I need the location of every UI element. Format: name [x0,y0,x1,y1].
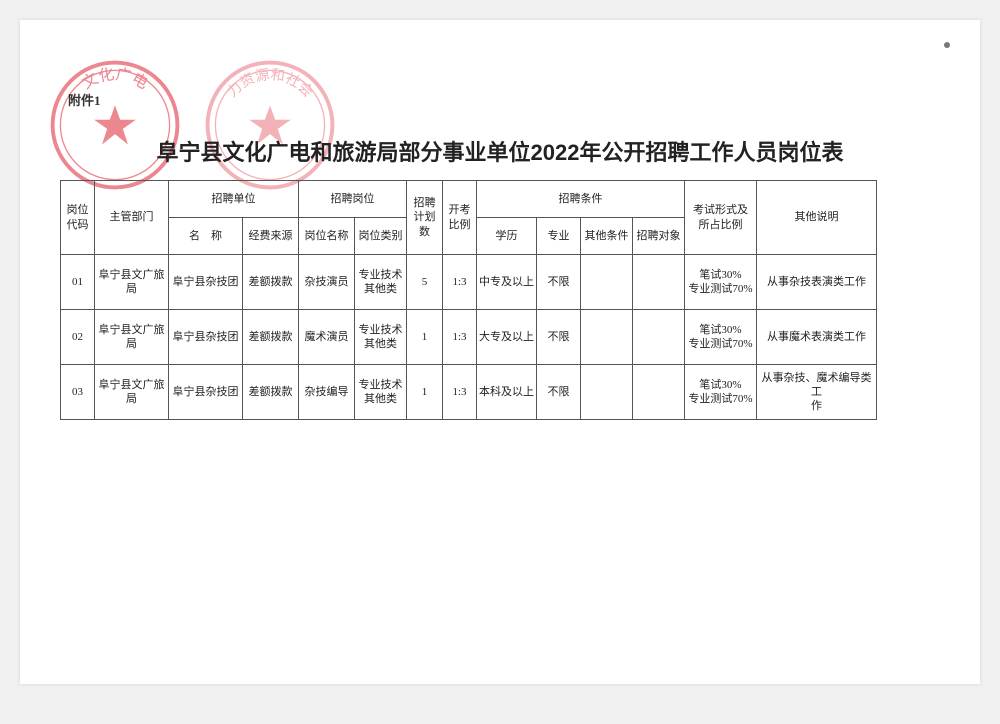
table-cell: 1:3 [443,255,477,310]
table-cell [581,255,633,310]
table-row: 01阜宁县文广旅局阜宁县杂技团差额拨款杂技演员专业技术其他类51:3中专及以上不… [61,255,877,310]
table-cell: 03 [61,365,95,420]
table-cell: 从事杂技、魔术编导类工作 [757,365,877,420]
table-cell: 不限 [537,365,581,420]
table-cell: 01 [61,255,95,310]
table-cell: 差额拨款 [243,365,299,420]
table-cell: 本科及以上 [477,365,537,420]
table-cell: 1 [407,310,443,365]
page-title: 阜宁县文化广电和旅游局部分事业单位2022年公开招聘工作人员岗位表 [20,135,980,167]
table-header-cell: 名 称 [169,218,243,255]
table-cell: 5 [407,255,443,310]
table-cell: 阜宁县杂技团 [169,365,243,420]
table-cell: 专业技术其他类 [355,365,407,420]
table-cell: 1 [407,365,443,420]
table-header-cell: 主管部门 [95,181,169,255]
table-cell: 差额拨款 [243,310,299,365]
table-header-cell: 专业 [537,218,581,255]
table-header-cell: 开考比例 [443,181,477,255]
table-header-cell: 考试形式及所占比例 [685,181,757,255]
table-cell: 专业技术其他类 [355,310,407,365]
table-cell [581,365,633,420]
page: 附件1 文化广电 力资源和社会 阜宁县文化广电和旅游局部分事业单位2022年公开… [20,20,980,684]
table-header-cell: 招聘单位 [169,181,299,218]
table-cell: 阜宁县杂技团 [169,310,243,365]
table-cell: 不限 [537,310,581,365]
table-header-cell: 学历 [477,218,537,255]
table-cell [633,365,685,420]
table-header-row-1: 岗位代码主管部门招聘单位招聘岗位招聘计划数开考比例招聘条件考试形式及所占比例其他… [61,181,877,218]
table-header-cell: 岗位代码 [61,181,95,255]
table-cell: 从事魔术表演类工作 [757,310,877,365]
table-row: 02阜宁县文广旅局阜宁县杂技团差额拨款魔术演员专业技术其他类11:3大专及以上不… [61,310,877,365]
table-header-cell: 招聘对象 [633,218,685,255]
table-cell: 阜宁县文广旅局 [95,310,169,365]
table-cell: 专业技术其他类 [355,255,407,310]
table-cell: 笔试30%专业测试70% [685,310,757,365]
table-cell: 杂技编导 [299,365,355,420]
table-cell: 阜宁县文广旅局 [95,365,169,420]
table-cell: 魔术演员 [299,310,355,365]
table-header-cell: 岗位名称 [299,218,355,255]
table-cell: 不限 [537,255,581,310]
table-cell: 阜宁县文广旅局 [95,255,169,310]
table-cell [581,310,633,365]
table-row: 03阜宁县文广旅局阜宁县杂技团差额拨款杂技编导专业技术其他类11:3本科及以上不… [61,365,877,420]
table-cell: 大专及以上 [477,310,537,365]
official-seal-2: 力资源和社会 [205,60,335,190]
table-header-cell: 岗位类别 [355,218,407,255]
table-cell: 杂技演员 [299,255,355,310]
page-mark-dot [944,42,950,48]
table-header-cell: 招聘岗位 [299,181,407,218]
table-cell: 笔试30%专业测试70% [685,365,757,420]
table-header-cell: 其他条件 [581,218,633,255]
job-positions-table: 岗位代码主管部门招聘单位招聘岗位招聘计划数开考比例招聘条件考试形式及所占比例其他… [60,180,877,420]
table-cell: 从事杂技表演类工作 [757,255,877,310]
table-cell: 笔试30%专业测试70% [685,255,757,310]
table-header-cell: 招聘条件 [477,181,685,218]
table-header-cell: 其他说明 [757,181,877,255]
table-cell [633,310,685,365]
table-cell: 02 [61,310,95,365]
table-cell: 1:3 [443,365,477,420]
table-cell: 中专及以上 [477,255,537,310]
table-cell: 1:3 [443,310,477,365]
table-cell: 差额拨款 [243,255,299,310]
table-cell [633,255,685,310]
table-header-cell: 经费来源 [243,218,299,255]
official-seal-1: 文化广电 [50,60,180,190]
table-cell: 阜宁县杂技团 [169,255,243,310]
table-header-cell: 招聘计划数 [407,181,443,255]
